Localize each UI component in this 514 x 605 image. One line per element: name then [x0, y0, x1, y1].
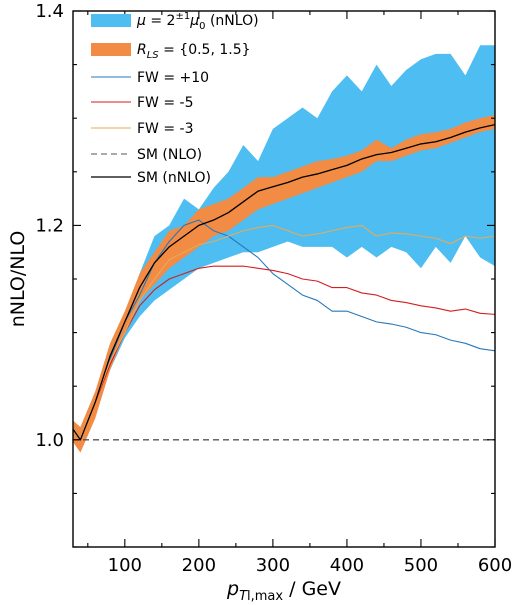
legend-label: μ = 2±1μ0 (nNLO) [136, 11, 259, 32]
series-line-fw-plus10 [73, 219, 495, 439]
ticks-layer: 100 200 300 400 500 600 1.0 1.2 1.4 [35, 1, 512, 576]
legend: μ = 2±1μ0 (nNLO) RLS = {0.5, 1.5} FW = +10… [91, 11, 259, 186]
legend-label: FW = -3 [137, 121, 194, 137]
legend-label: SM (nNLO) [137, 170, 211, 186]
x-axis-title-sub-italic: T [239, 589, 248, 604]
lines-layer [73, 123, 495, 441]
series-line-fw-minus5 [73, 265, 495, 439]
legend-label: SM (NLO) [137, 147, 202, 163]
scale-uncertainty-band [73, 45, 495, 446]
x-axis-title: pTl,max / GeV [226, 578, 341, 604]
x-tick-label: 200 [182, 555, 216, 576]
legend-label: FW = +10 [137, 70, 209, 86]
legend-entry-fw-minus3: FW = -3 [91, 121, 194, 137]
y-tick-label: 1.4 [35, 1, 64, 22]
legend-entry-rls-band: RLS = {0.5, 1.5} [91, 42, 251, 61]
legend-swatch [91, 14, 131, 27]
x-axis-title-sub-rest: l,max [247, 589, 283, 604]
bands-layer [73, 45, 495, 453]
y-axis-title: nNLO/NLO [7, 231, 29, 328]
legend-label: RLS = {0.5, 1.5} [137, 42, 251, 61]
y-tick-label: 1.2 [35, 215, 64, 236]
legend-entry-fw-minus5: FW = -5 [91, 95, 194, 111]
legend-entry-sm-nlo: SM (NLO) [91, 147, 202, 163]
series-line-fw-minus3 [73, 224, 495, 439]
x-axis-title-base: p [226, 578, 239, 600]
x-tick-label: 500 [404, 555, 438, 576]
series-line-sm-nnlo [73, 123, 495, 441]
x-tick-label: 600 [478, 555, 512, 576]
x-tick-label: 300 [256, 555, 290, 576]
x-axis-title-unit: / GeV [283, 578, 341, 600]
y-tick-label: 1.0 [35, 430, 64, 451]
x-tick-label: 400 [330, 555, 364, 576]
legend-label: FW = -5 [137, 95, 194, 111]
legend-entry-fw-plus10: FW = +10 [91, 70, 209, 86]
legend-swatch [91, 43, 131, 56]
x-tick-label: 100 [108, 555, 142, 576]
rls-band [73, 114, 495, 453]
legend-entry-sm-nnlo: SM (nNLO) [91, 170, 211, 186]
legend-entry-scale-band: μ = 2±1μ0 (nNLO) [91, 11, 259, 32]
